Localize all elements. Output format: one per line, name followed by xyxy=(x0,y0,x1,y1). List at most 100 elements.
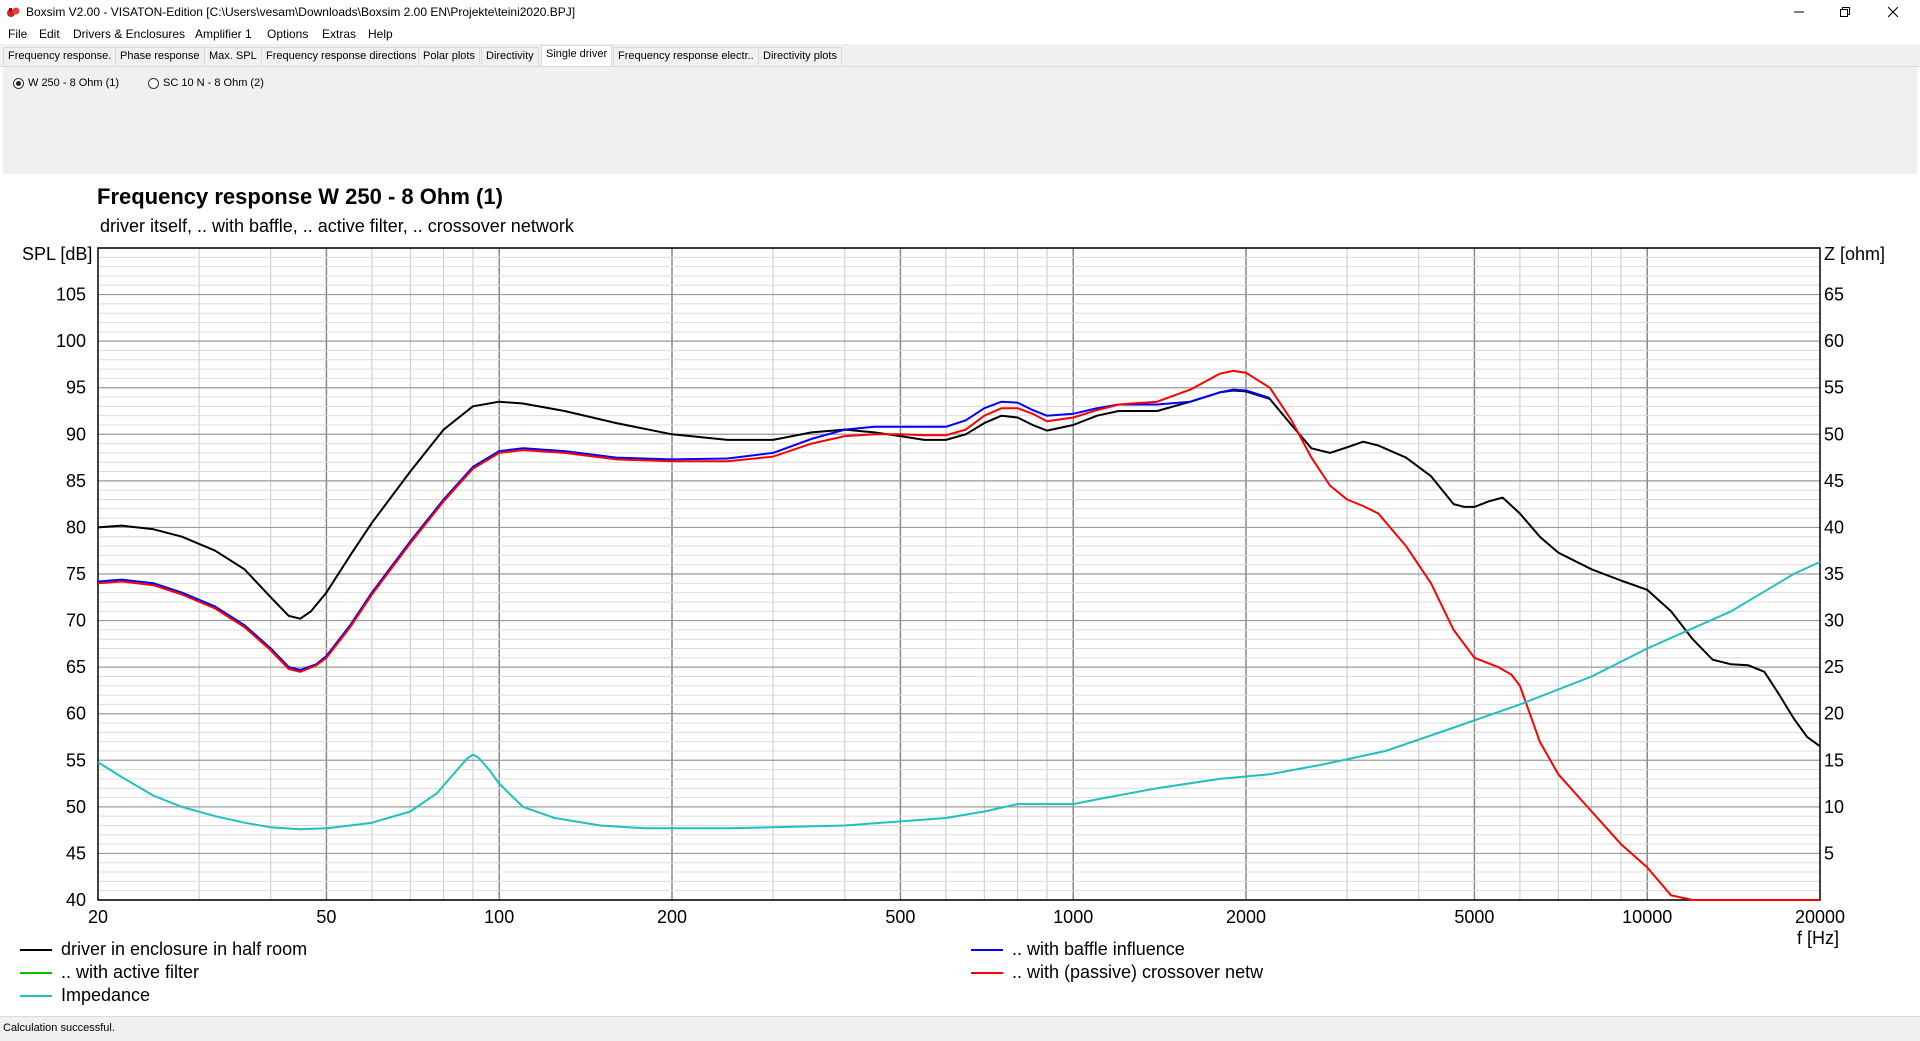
legend-label: .. with active filter xyxy=(61,962,200,982)
y-tick-label: 105 xyxy=(56,285,86,305)
legend-swatch-green xyxy=(20,971,52,974)
y2-tick-label: 50 xyxy=(1824,424,1844,444)
window-title: Boxsim V2.00 - VISATON-Edition [C:\Users… xyxy=(26,5,576,19)
legend-label: .. with baffle influence xyxy=(1012,939,1185,959)
driver-radio-w250[interactable]: W 250 - 8 Ohm (1) xyxy=(13,77,119,89)
y2-tick-label: 35 xyxy=(1824,564,1844,584)
x-tick-label: 20 xyxy=(88,907,108,927)
x-tick-label: 5000 xyxy=(1454,907,1494,927)
x-tick-label: 2000 xyxy=(1226,907,1266,927)
x-tick-label: 200 xyxy=(657,907,687,927)
x-tick-label: 500 xyxy=(885,907,915,927)
series-line xyxy=(97,388,1271,671)
tab-directivity-plots[interactable]: Directivity plots xyxy=(758,47,842,65)
driver-radio-label: W 250 - 8 Ohm (1) xyxy=(28,77,120,89)
menu-drivers-enclosures[interactable]: Drivers & Enclosures xyxy=(73,27,186,41)
y2-tick-label: 15 xyxy=(1824,750,1844,770)
y-axis-label: SPL [dB] xyxy=(22,244,93,264)
legend-label: driver in enclosure in half room xyxy=(61,939,308,959)
y-tick-label: 60 xyxy=(66,704,86,724)
tab-polar-plots[interactable]: Polar plots xyxy=(418,47,480,65)
legend-crossover: .. with (passive) crossover netw xyxy=(971,962,1263,983)
driver-radio-sc10n[interactable]: SC 10 N - 8 Ohm (2) xyxy=(148,77,264,89)
menu-extras[interactable]: Extras xyxy=(322,27,357,41)
series-line xyxy=(97,560,1821,831)
legend-swatch-blue xyxy=(971,948,1003,951)
y-tick-label: 85 xyxy=(66,471,86,491)
y2-tick-label: 20 xyxy=(1824,704,1844,724)
tab-directivity[interactable]: Directivity xyxy=(481,47,539,65)
minimize-button[interactable] xyxy=(1776,0,1822,24)
status-text: Calculation successful. xyxy=(3,1022,115,1034)
legend-swatch-black xyxy=(20,948,52,951)
legend-label: Impedance xyxy=(61,985,151,1005)
radio-checked-icon[interactable] xyxy=(13,77,24,89)
legend-swatch-red xyxy=(971,971,1003,974)
series-line xyxy=(97,369,1820,901)
y2-tick-label: 25 xyxy=(1824,657,1844,677)
legend-baffle: .. with baffle influence xyxy=(971,939,1185,960)
y-tick-label: 50 xyxy=(66,797,86,817)
y2-tick-label: 10 xyxy=(1824,797,1844,817)
y-tick-label: 70 xyxy=(66,611,86,631)
y2-tick-label: 45 xyxy=(1824,471,1844,491)
legend-driver: driver in enclosure in half room xyxy=(20,939,307,960)
menu-help[interactable]: Help xyxy=(368,27,393,41)
x-tick-label: 1000 xyxy=(1053,907,1093,927)
series-line xyxy=(97,389,1821,748)
y2-tick-label: 60 xyxy=(1824,331,1844,351)
y-tick-label: 40 xyxy=(66,890,86,910)
chart-title: Frequency response W 250 - 8 Ohm (1) xyxy=(97,184,503,209)
y-tick-label: 45 xyxy=(66,843,86,863)
tab-single-driver[interactable]: Single driver xyxy=(541,45,613,66)
x-tick-label: 20000 xyxy=(1795,907,1845,927)
y-tick-label: 90 xyxy=(66,424,86,444)
legend-active-filter: .. with active filter xyxy=(20,962,199,983)
y-tick-label: 100 xyxy=(56,331,86,351)
y2-tick-label: 65 xyxy=(1824,285,1844,305)
legend-swatch-cyan xyxy=(20,994,52,997)
boxsim-app-icon xyxy=(7,7,20,17)
plot-frame xyxy=(97,247,1821,901)
y2-tick-label: 30 xyxy=(1824,611,1844,631)
status-bar: Calculation successful. xyxy=(0,1016,1920,1041)
x-tick-label: 50 xyxy=(316,907,336,927)
restore-button[interactable] xyxy=(1822,0,1868,24)
y2-axis-label: Z [ohm] xyxy=(1824,244,1886,264)
y-tick-label: 65 xyxy=(66,657,86,677)
y2-tick-label: 55 xyxy=(1824,378,1844,398)
restore-icon xyxy=(1840,7,1850,17)
tab-max-spl[interactable]: Max. SPL xyxy=(204,47,262,65)
tab-frequency-response[interactable]: Frequency response. xyxy=(3,47,117,65)
x-tick-label: 10000 xyxy=(1622,907,1672,927)
chart-area xyxy=(3,176,1917,1014)
radio-unchecked-icon[interactable] xyxy=(148,77,159,89)
tab-frequency-response-electr[interactable]: Frequency response electr.. xyxy=(613,47,759,65)
y-tick-label: 75 xyxy=(66,564,86,584)
x-tick-label: 100 xyxy=(484,907,514,927)
close-button[interactable] xyxy=(1870,0,1916,24)
driver-select-panel: W 250 - 8 Ohm (1) SC 10 N - 8 Ohm (2) xyxy=(3,67,1917,174)
tab-frequency-response-directions[interactable]: Frequency response directions xyxy=(261,47,422,65)
title-bar: Boxsim V2.00 - VISATON-Edition [C:\Users… xyxy=(0,0,1920,24)
menu-edit[interactable]: Edit xyxy=(39,27,60,41)
y-tick-label: 80 xyxy=(66,517,86,537)
menu-file[interactable]: File xyxy=(8,27,28,41)
y-tick-label: 55 xyxy=(66,750,86,770)
x-axis-label: f [Hz] xyxy=(1797,928,1840,948)
minimize-icon xyxy=(1794,11,1804,13)
tab-bar: Frequency response. Phase response Max. … xyxy=(0,44,1920,67)
driver-radio-label: SC 10 N - 8 Ohm (2) xyxy=(163,77,264,89)
y-tick-label: 95 xyxy=(66,378,86,398)
y2-tick-label: 40 xyxy=(1824,517,1844,537)
menu-options[interactable]: Options xyxy=(267,27,309,41)
chart-subtitle: driver itself, .. with baffle, .. active… xyxy=(100,216,574,236)
legend-label: .. with (passive) crossover netw xyxy=(1012,962,1264,982)
y2-tick-label: 5 xyxy=(1824,843,1834,863)
legend-impedance: Impedance xyxy=(20,985,150,1006)
menu-amplifier[interactable]: Amplifier 1 xyxy=(195,27,252,41)
close-icon xyxy=(1888,7,1898,17)
menu-bar: File Edit Drivers & Enclosures Amplifier… xyxy=(0,24,1920,44)
tab-phase-response[interactable]: Phase response xyxy=(115,47,205,65)
